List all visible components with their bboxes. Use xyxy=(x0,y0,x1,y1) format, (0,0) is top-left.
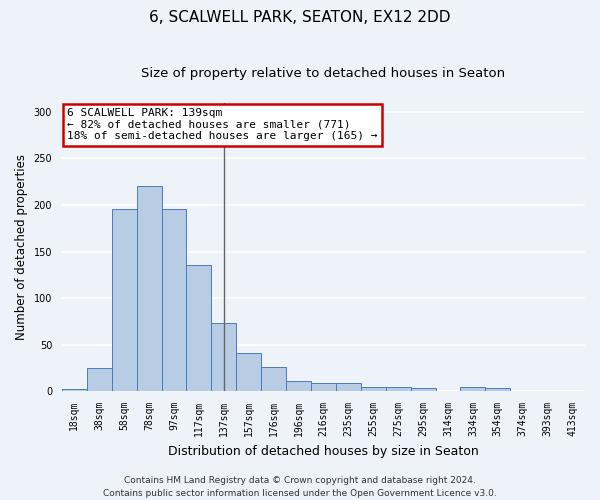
Bar xyxy=(336,383,361,391)
Y-axis label: Number of detached properties: Number of detached properties xyxy=(15,154,28,340)
Bar xyxy=(410,388,436,391)
Bar xyxy=(236,353,261,391)
Bar xyxy=(361,386,386,391)
Bar xyxy=(187,266,211,391)
Bar xyxy=(261,367,286,391)
Title: Size of property relative to detached houses in Seaton: Size of property relative to detached ho… xyxy=(142,68,506,80)
Bar xyxy=(87,368,112,391)
Bar xyxy=(211,323,236,391)
Text: 6 SCALWELL PARK: 139sqm
← 82% of detached houses are smaller (771)
18% of semi-d: 6 SCALWELL PARK: 139sqm ← 82% of detache… xyxy=(67,108,377,142)
Bar xyxy=(137,186,161,391)
Bar xyxy=(386,388,410,391)
Bar xyxy=(485,388,510,391)
Bar xyxy=(161,208,187,391)
Text: Contains HM Land Registry data © Crown copyright and database right 2024.
Contai: Contains HM Land Registry data © Crown c… xyxy=(103,476,497,498)
Bar xyxy=(460,388,485,391)
X-axis label: Distribution of detached houses by size in Seaton: Distribution of detached houses by size … xyxy=(168,444,479,458)
Bar xyxy=(286,381,311,391)
Bar xyxy=(311,383,336,391)
Bar xyxy=(62,390,87,391)
Text: 6, SCALWELL PARK, SEATON, EX12 2DD: 6, SCALWELL PARK, SEATON, EX12 2DD xyxy=(149,10,451,25)
Bar xyxy=(112,208,137,391)
